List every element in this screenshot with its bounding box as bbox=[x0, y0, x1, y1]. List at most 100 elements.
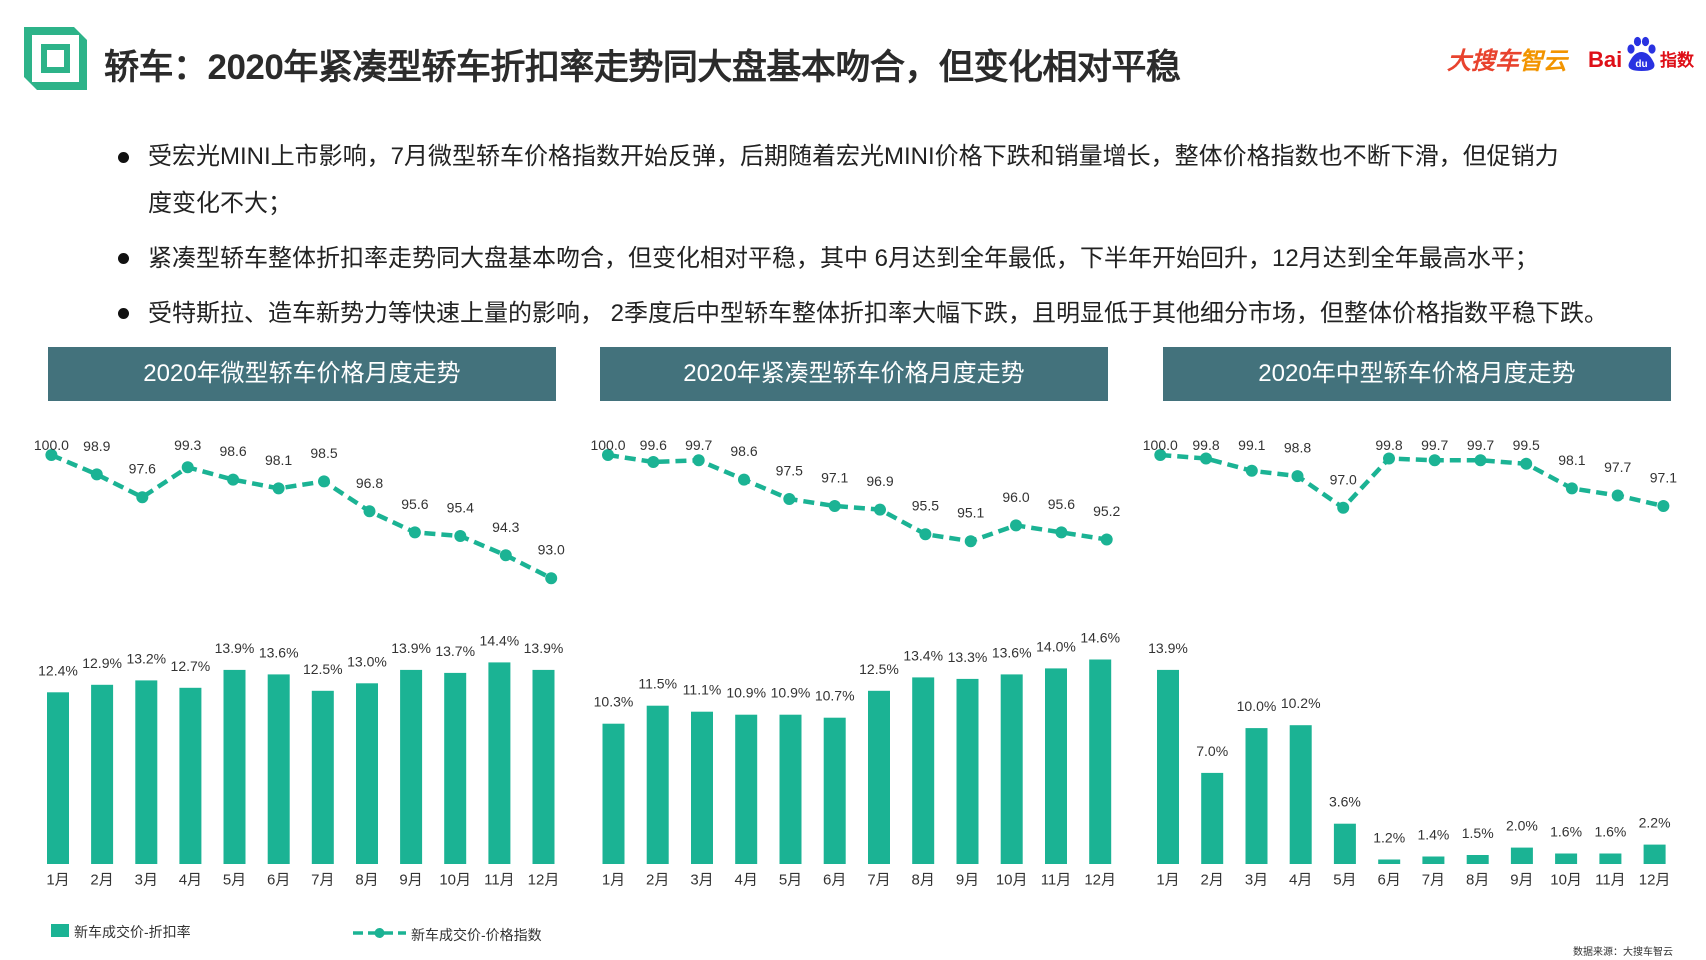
month-label: 10月 bbox=[1550, 872, 1582, 889]
discount-rate-label: 14.0% bbox=[1036, 638, 1076, 654]
price-index-label: 99.3 bbox=[174, 437, 201, 453]
price-index-label: 100.0 bbox=[34, 437, 69, 453]
price-index-label: 97.5 bbox=[776, 463, 803, 479]
discount-rate-label: 1.5% bbox=[1462, 825, 1494, 841]
price-index-label: 100.0 bbox=[590, 437, 625, 453]
price-index-point bbox=[783, 493, 796, 505]
discount-rate-bar bbox=[91, 684, 114, 864]
price-index-label: 97.1 bbox=[821, 470, 848, 486]
price-index-label: 99.8 bbox=[1375, 437, 1402, 453]
discount-rate-label: 12.5% bbox=[303, 661, 343, 677]
month-label: 7月 bbox=[1422, 872, 1445, 889]
price-index-point bbox=[408, 526, 421, 539]
price-index-label: 95.6 bbox=[1048, 496, 1075, 512]
month-label: 4月 bbox=[179, 872, 202, 889]
price-index-label: 95.2 bbox=[1093, 503, 1120, 519]
discount-rate-label: 1.6% bbox=[1550, 824, 1582, 840]
discount-rate-label: 14.6% bbox=[1080, 630, 1120, 646]
price-index-label: 98.9 bbox=[83, 438, 110, 454]
discount-rate-label: 7.0% bbox=[1196, 743, 1228, 759]
price-index-label: 100.0 bbox=[1143, 437, 1178, 453]
price-index-point bbox=[1154, 449, 1167, 461]
month-label: 1月 bbox=[1156, 872, 1179, 889]
price-index-point bbox=[227, 473, 240, 486]
discount-rate-label: 13.3% bbox=[948, 649, 988, 665]
price-index-label: 95.4 bbox=[447, 500, 474, 516]
dasouche-logo-suffix: 智云 bbox=[1519, 47, 1567, 75]
price-index-label: 98.6 bbox=[730, 443, 757, 459]
discount-rate-bar bbox=[735, 714, 758, 864]
month-label: 3月 bbox=[1245, 872, 1268, 889]
price-index-label: 99.7 bbox=[1421, 437, 1448, 453]
month-label: 12月 bbox=[1084, 872, 1116, 889]
price-index-label: 98.8 bbox=[1284, 440, 1311, 456]
price-index-label: 95.5 bbox=[912, 498, 939, 514]
discount-rate-bar bbox=[356, 683, 378, 864]
month-label: 2月 bbox=[1201, 872, 1224, 889]
discount-rate-label: 10.9% bbox=[726, 685, 766, 701]
month-label: 5月 bbox=[779, 872, 802, 889]
discount-rate-bar bbox=[1245, 728, 1268, 864]
price-index-point bbox=[1055, 526, 1068, 539]
price-index-point bbox=[1520, 457, 1533, 470]
data-source-note: 数据来源：大搜车智云 bbox=[1573, 947, 1673, 958]
discount-rate-bar bbox=[823, 717, 846, 864]
price-index-label: 99.8 bbox=[1192, 437, 1219, 453]
chart-title-midsize-sedan: 2020年中型轿车价格月度走势 bbox=[1163, 347, 1671, 401]
bullet-text: 受特斯拉、造车新势力等快速上量的影响， 2季度后中型轿车整体折扣率大幅下跌，且明… bbox=[148, 300, 1609, 327]
discount-rate-bar bbox=[267, 674, 290, 864]
discount-rate-label: 13.9% bbox=[215, 640, 255, 656]
paw-icon: du bbox=[1627, 36, 1656, 71]
discount-rate-label: 12.9% bbox=[82, 655, 122, 671]
price-index-label: 99.5 bbox=[1513, 437, 1540, 453]
price-index-label: 98.1 bbox=[265, 452, 292, 468]
price-index-point bbox=[602, 449, 614, 461]
discount-rate-label: 13.7% bbox=[435, 643, 475, 659]
discount-rate-bar bbox=[1045, 668, 1067, 864]
price-index-point bbox=[919, 528, 932, 541]
discount-rate-label: 2.0% bbox=[1506, 818, 1538, 834]
page-title: 轿车：2020年紧凑型轿车折扣率走势同大盘基本吻合，但变化相对平稳 bbox=[104, 48, 1181, 87]
price-index-point bbox=[272, 482, 285, 495]
month-label: 1月 bbox=[602, 872, 625, 889]
month-label: 6月 bbox=[1378, 872, 1401, 889]
discount-rate-label: 11.5% bbox=[638, 676, 677, 692]
discount-rate-label: 1.4% bbox=[1417, 827, 1449, 843]
price-index-line bbox=[50, 452, 553, 581]
price-index-point bbox=[1200, 452, 1212, 465]
month-label: 3月 bbox=[135, 872, 158, 889]
chart-title-micro-sedan: 2020年微型轿车价格月度走势 bbox=[48, 347, 556, 401]
price-index-point bbox=[318, 475, 330, 488]
price-index-label: 96.8 bbox=[356, 475, 383, 491]
discount-rate-bar bbox=[532, 669, 555, 864]
discount-rate-label: 13.2% bbox=[126, 650, 166, 666]
price-index-label: 99.1 bbox=[1238, 437, 1265, 453]
discount-rate-label: 13.4% bbox=[903, 647, 943, 663]
month-label: 8月 bbox=[1466, 872, 1489, 889]
price-index-point bbox=[647, 456, 660, 468]
month-label: 8月 bbox=[355, 872, 378, 889]
chart-title-compact-sedan: 2020年紧凑型轿车价格月度走势 bbox=[600, 347, 1108, 401]
discount-rate-bar bbox=[1201, 772, 1224, 864]
price-index-point bbox=[874, 503, 886, 516]
baidu-logo-text: Bai bbox=[1588, 47, 1623, 72]
discount-rate-label: 13.0% bbox=[347, 653, 387, 669]
price-index-label: 98.6 bbox=[219, 443, 246, 459]
price-index-label: 96.0 bbox=[1002, 489, 1029, 505]
discount-rate-label: 13.9% bbox=[524, 640, 564, 656]
discount-rate-label: 13.9% bbox=[391, 640, 431, 656]
discount-rate-label: 10.0% bbox=[1237, 698, 1277, 714]
price-index-point bbox=[499, 549, 512, 562]
discount-rate-label: 11.1% bbox=[683, 682, 722, 698]
bullet-dot-icon bbox=[118, 152, 129, 163]
discount-rate-label: 12.5% bbox=[859, 661, 899, 677]
price-index-label: 99.7 bbox=[1467, 437, 1494, 453]
discount-rate-bar bbox=[1378, 859, 1401, 864]
month-label: 12月 bbox=[1639, 872, 1671, 889]
month-label: 9月 bbox=[1510, 872, 1533, 889]
month-label: 4月 bbox=[1289, 872, 1312, 889]
price-index-point bbox=[1245, 464, 1258, 477]
price-index-point bbox=[1611, 489, 1624, 502]
price-index-point bbox=[181, 461, 194, 474]
price-index-point bbox=[964, 535, 977, 548]
